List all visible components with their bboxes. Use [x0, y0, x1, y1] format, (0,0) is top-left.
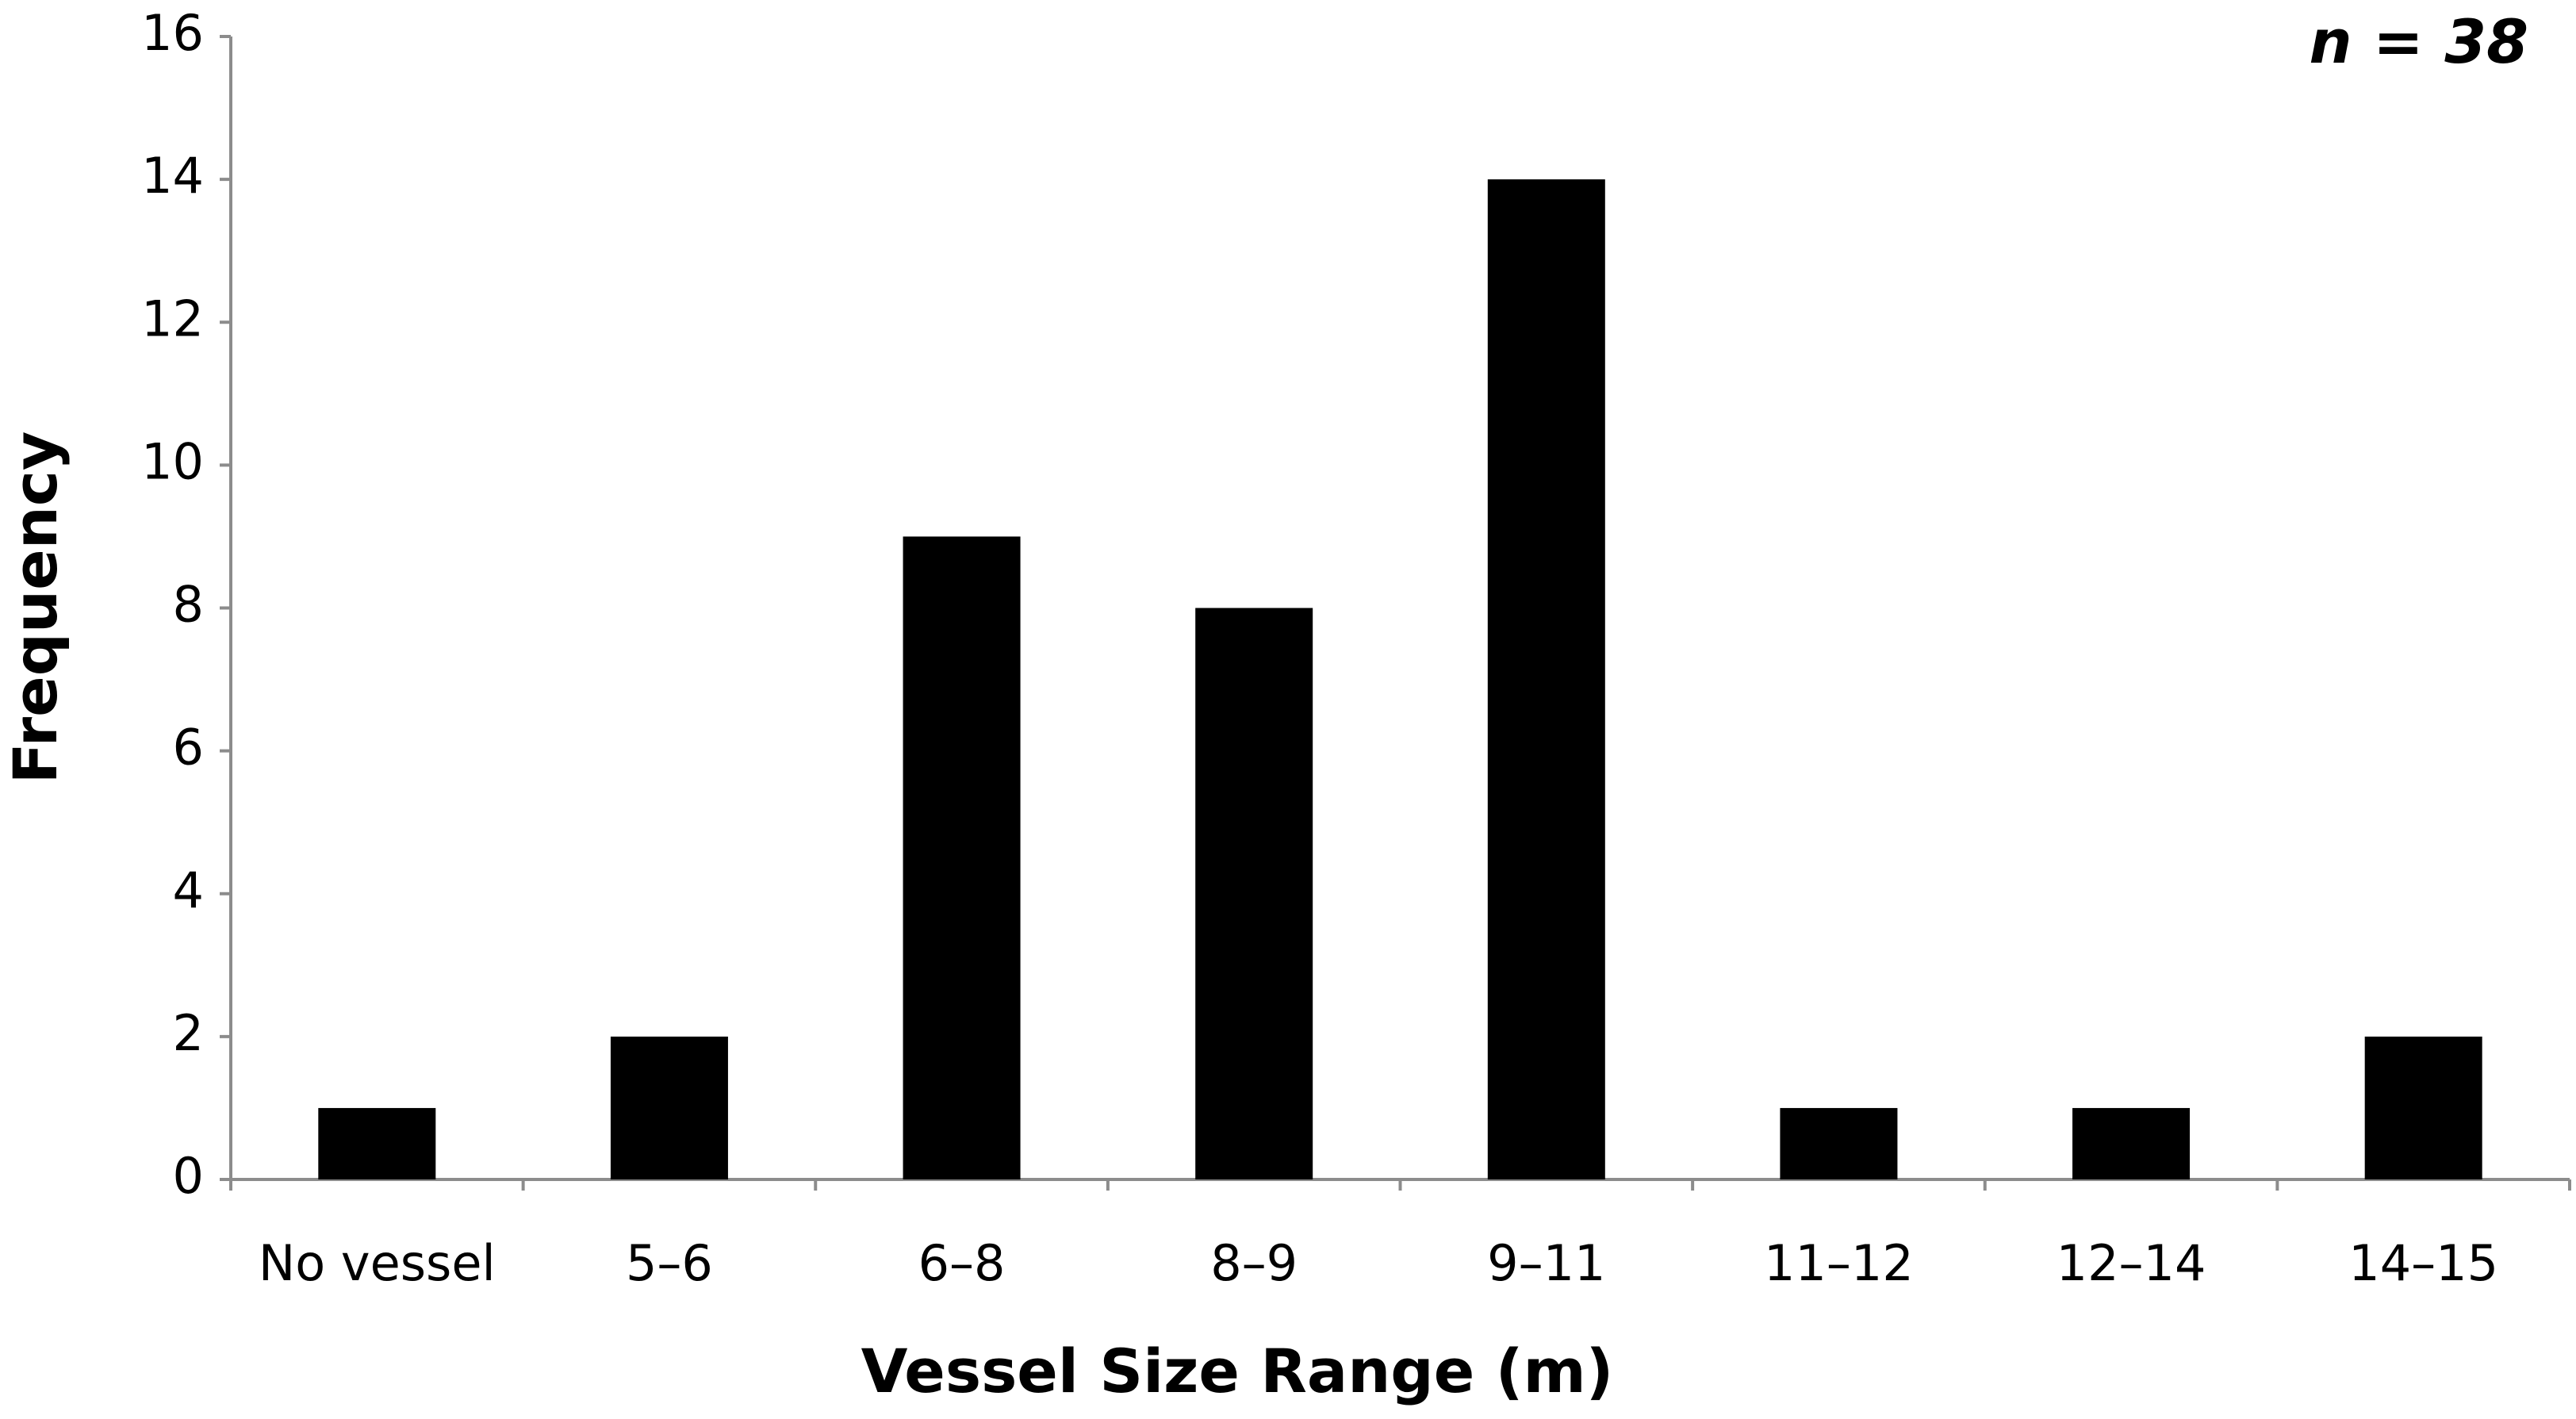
y-tick-label: 12 [141, 290, 204, 347]
annotation: n = 38 [2310, 6, 2528, 77]
x-tick-label: 8–9 [1210, 1234, 1298, 1292]
y-tick-label: 8 [173, 576, 204, 634]
bar [1780, 1107, 1898, 1179]
bar [318, 1107, 436, 1179]
y-axis-title: Frequency [0, 431, 71, 784]
y-tick-label: 0 [173, 1147, 204, 1205]
bar [1487, 179, 1605, 1179]
x-tick-label: 9–11 [1487, 1234, 1605, 1292]
y-tick-label: 14 [141, 147, 204, 205]
x-tick-label: 6–8 [918, 1234, 1006, 1292]
bar [903, 536, 1021, 1179]
y-tick-label: 2 [173, 1004, 204, 1062]
x-tick-label: 14–15 [2348, 1234, 2498, 1292]
bar [2072, 1107, 2191, 1179]
y-tick-label: 10 [141, 432, 204, 490]
y-tick-label: 4 [173, 861, 204, 919]
y-tick-label: 16 [141, 4, 204, 62]
bar [2364, 1036, 2482, 1179]
bar [610, 1036, 728, 1179]
x-tick-label: No vessel [259, 1234, 496, 1292]
y-tick-label: 6 [173, 719, 204, 777]
x-tick-label: 12–14 [2057, 1234, 2206, 1292]
x-tick-label: 5–6 [626, 1234, 713, 1292]
x-tick-label: 11–12 [1764, 1234, 1914, 1292]
bar [1195, 608, 1313, 1179]
x-axis-title: Vessel Size Range (m) [861, 1336, 1614, 1406]
